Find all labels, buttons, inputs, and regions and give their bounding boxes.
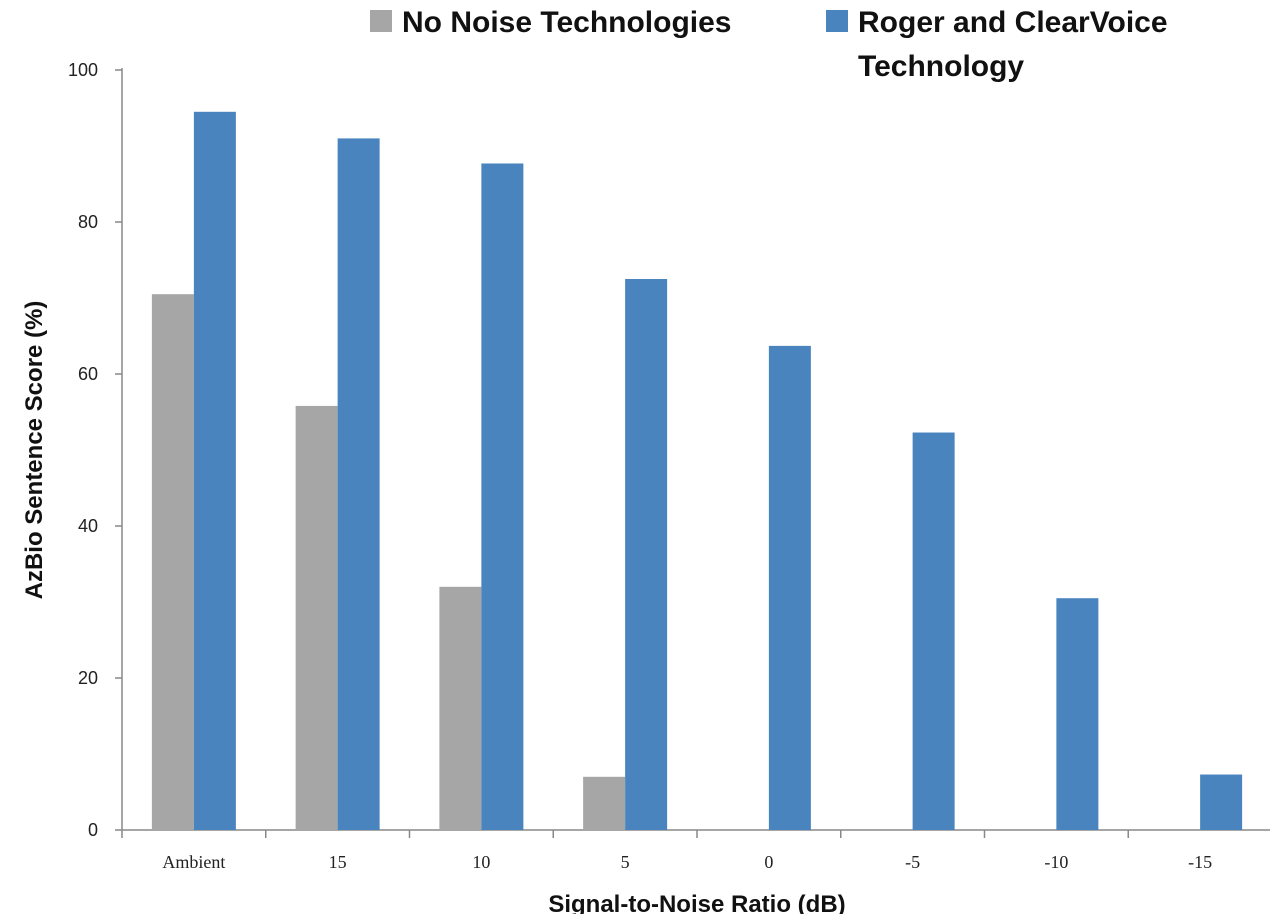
bar-roger-10 (481, 163, 524, 831)
y-tick-label: 80 (78, 212, 98, 232)
bar-roger-0 (768, 345, 811, 830)
y-tick-label: 20 (78, 668, 98, 688)
legend-label-roger-line1: Roger and ClearVoice (858, 6, 1168, 39)
x-tick-label: 5 (621, 852, 630, 872)
y-tick-label: 60 (78, 364, 98, 384)
y-ticks: 0 20 40 60 80 100 (68, 60, 122, 840)
bar-roger-15 (337, 138, 380, 830)
x-tick-label: -5 (905, 852, 920, 872)
y-tick-label: 0 (88, 820, 98, 840)
bars (151, 111, 1243, 831)
legend-label-no-noise: No Noise Technologies (402, 6, 732, 39)
x-axis-label: Signal-to-Noise Ratio (dB) (548, 891, 845, 914)
legend-label-roger-line2: Technology (858, 50, 1024, 83)
bar-no-noise-Ambient (151, 294, 194, 830)
x-tick-label: 15 (329, 852, 347, 872)
legend-swatch-no-noise (370, 10, 392, 32)
category-labels: Ambient 15 10 5 0 -5 -10 -15 (162, 852, 1212, 872)
bar-no-noise-10 (439, 586, 482, 830)
bar-no-noise-5 (583, 776, 626, 830)
x-tick-label: 10 (472, 852, 490, 872)
bar-roger-Ambient (193, 111, 236, 831)
bar-roger--10 (1056, 598, 1099, 830)
x-tick-label: -15 (1188, 852, 1212, 872)
y-tick-label: 100 (68, 60, 98, 80)
legend-swatch-roger (826, 10, 848, 32)
bar-no-noise-15 (295, 405, 338, 830)
x-ticks (121, 830, 1129, 838)
y-tick-label: 40 (78, 516, 98, 536)
x-tick-label: Ambient (162, 852, 225, 872)
y-axis-label: AzBio Sentence Score (%) (21, 301, 48, 600)
bar-roger-5 (625, 279, 668, 830)
bar-roger--15 (1200, 774, 1243, 830)
x-tick-label: 0 (764, 852, 773, 872)
legend: No Noise Technologies Roger and ClearVoi… (370, 6, 1168, 83)
bar-roger--5 (912, 432, 955, 830)
x-tick-label: -10 (1044, 852, 1068, 872)
